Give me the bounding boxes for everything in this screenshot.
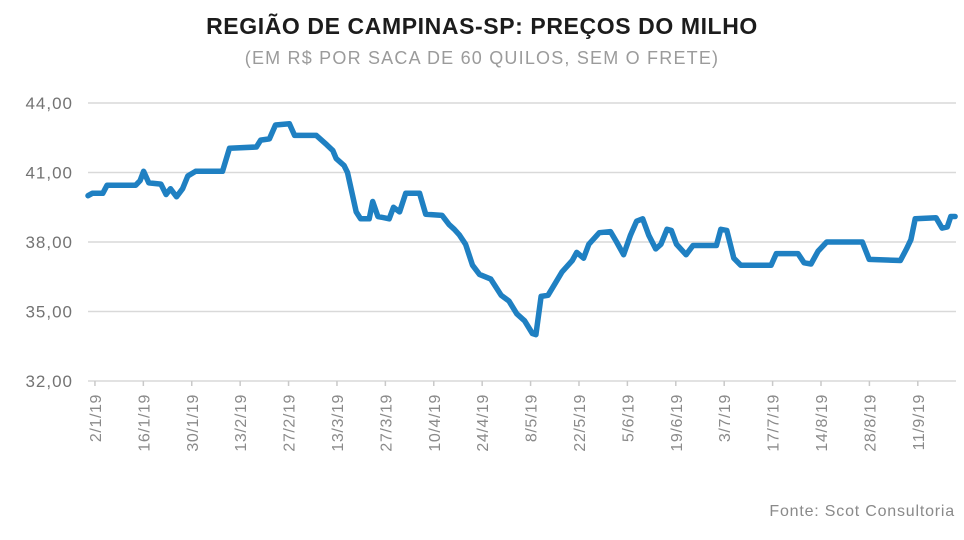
source-credit: Fonte: Scot Consultoria — [769, 503, 955, 520]
x-tick-label: 5/6/19 — [620, 394, 637, 442]
x-tick-label: 8/5/19 — [524, 394, 541, 442]
y-tick-label: 41,00 — [25, 164, 73, 183]
x-tick-label: 14/8/19 — [814, 394, 831, 452]
y-tick-label: 38,00 — [25, 233, 73, 252]
x-tick-label: 13/3/19 — [330, 394, 347, 452]
y-tick-label: 44,00 — [25, 94, 73, 113]
price-line — [85, 121, 958, 338]
x-tick-label: 24/4/19 — [475, 394, 492, 452]
y-tick-label: 32,00 — [25, 372, 73, 391]
x-tick-label: 3/7/19 — [717, 394, 734, 442]
x-tick-label: 11/9/19 — [911, 394, 928, 450]
x-axis-labels: 2/1/19 16/1/19 30/1/19 13/2/19 27/2/19 13/3/1… — [88, 381, 928, 452]
x-tick-label: 10/4/19 — [427, 394, 444, 452]
gridlines — [88, 102, 956, 382]
x-tick-label: 28/8/19 — [862, 394, 879, 452]
chart-subtitle: (EM R$ POR SACA DE 60 QUILOS, SEM O FRET… — [245, 48, 720, 68]
chart-title: REGIÃO DE CAMPINAS-SP: PREÇOS DO MILHO — [206, 12, 758, 39]
x-tick-label: 17/7/19 — [766, 394, 783, 452]
x-tick-label: 27/2/19 — [282, 394, 299, 452]
price-line-series — [85, 121, 958, 338]
x-tick-label: 2/1/19 — [88, 394, 105, 442]
y-axis-labels: 44,00 41,00 38,00 35,00 32,00 — [25, 94, 73, 391]
x-tick-label: 16/1/19 — [136, 394, 153, 452]
x-tick-label: 30/1/19 — [185, 394, 202, 452]
y-tick-label: 35,00 — [25, 303, 73, 322]
x-tick-label: 13/2/19 — [233, 394, 250, 452]
x-tick-label: 22/5/19 — [572, 394, 589, 452]
x-tick-label: 19/6/19 — [669, 394, 686, 452]
x-tick-label: 27/3/19 — [378, 394, 395, 452]
